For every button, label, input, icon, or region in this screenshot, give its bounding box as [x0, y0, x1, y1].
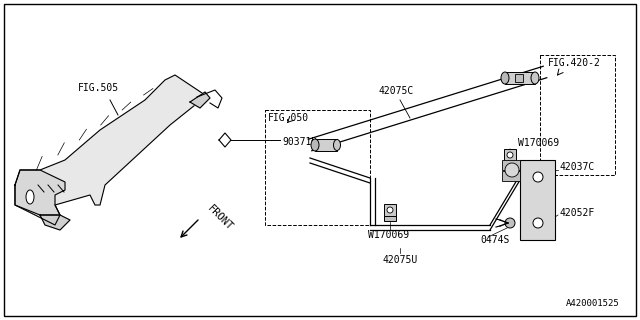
- Text: 90371Đ: 90371Đ: [282, 137, 317, 147]
- Circle shape: [533, 218, 543, 228]
- Text: W170069: W170069: [368, 230, 409, 240]
- Polygon shape: [190, 92, 210, 108]
- Bar: [502, 171, 520, 181]
- Polygon shape: [219, 133, 231, 147]
- Circle shape: [505, 218, 515, 228]
- Bar: [315, 139, 337, 151]
- Bar: [265, 110, 370, 225]
- Text: FRONT: FRONT: [205, 203, 234, 232]
- Text: FIG.505: FIG.505: [78, 83, 119, 93]
- Bar: [384, 216, 396, 221]
- Polygon shape: [15, 75, 205, 225]
- Ellipse shape: [531, 72, 539, 84]
- Text: 42052F: 42052F: [560, 208, 595, 218]
- Bar: [520, 160, 555, 240]
- Circle shape: [533, 172, 543, 182]
- Bar: [504, 161, 516, 166]
- Text: 42075C: 42075C: [378, 86, 413, 96]
- Bar: [504, 149, 516, 161]
- Bar: [505, 72, 535, 84]
- Bar: [384, 204, 396, 216]
- Ellipse shape: [311, 139, 319, 151]
- Text: FIG.050: FIG.050: [268, 113, 309, 123]
- Text: 0474S: 0474S: [480, 235, 509, 245]
- Text: 42037C: 42037C: [560, 162, 595, 172]
- Circle shape: [387, 207, 393, 213]
- Bar: [540, 55, 615, 175]
- Ellipse shape: [26, 190, 34, 204]
- Text: A420001525: A420001525: [566, 299, 620, 308]
- Text: 42075U: 42075U: [382, 255, 418, 265]
- Bar: [502, 160, 520, 170]
- Polygon shape: [15, 170, 65, 215]
- Text: W170069: W170069: [518, 138, 559, 148]
- Ellipse shape: [501, 72, 509, 84]
- Ellipse shape: [333, 140, 340, 150]
- Text: FIG.420-2: FIG.420-2: [548, 58, 601, 68]
- Bar: [515, 74, 523, 82]
- Polygon shape: [40, 215, 70, 230]
- Circle shape: [507, 152, 513, 158]
- Circle shape: [505, 163, 519, 177]
